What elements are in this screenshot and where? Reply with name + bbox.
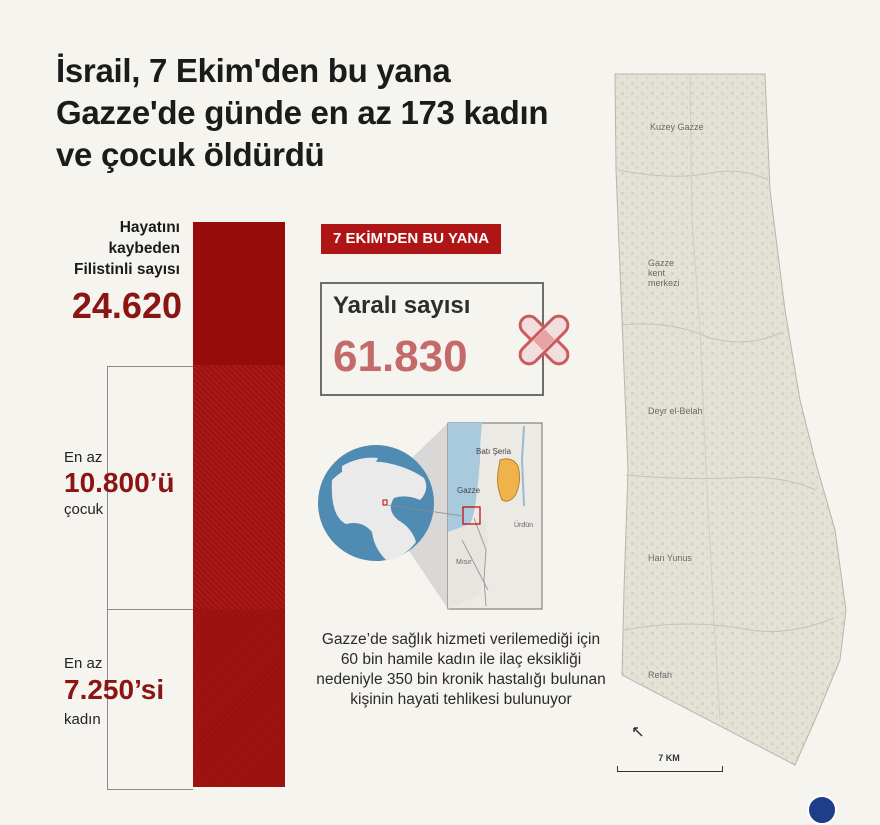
total-label-line-2: kaybeden: [108, 240, 180, 257]
inset-label-jordan: Ürdün: [514, 521, 533, 529]
region-label-rafah: Refah: [648, 670, 673, 680]
region-label-north-gaza: Kuzey Gazze: [650, 122, 704, 132]
children-bracket-top: [107, 366, 193, 367]
bar-segment-women: [193, 609, 285, 787]
bracket-line: [107, 366, 108, 790]
locator-map: Batı Şeria Gazze Ürdün Mısır: [312, 420, 552, 610]
inset-label-west-bank: Batı Şeria: [476, 447, 512, 456]
women-value: 7.250’si: [64, 674, 165, 705]
title-line-3: ve çocuk öldürdü: [56, 136, 325, 173]
region-label-deir-al-balah: Deyr el-Belah: [648, 406, 703, 416]
title-line-1: İsrail, 7 Ekim'den bu yana: [56, 52, 451, 89]
globe: [318, 445, 434, 561]
health-note: Gazze’de sağlık hizmeti verilemediği içi…: [316, 631, 606, 708]
region-label-gaza-city: Gazze kent merkezi: [648, 258, 680, 288]
children-suffix: çocuk: [64, 501, 104, 518]
scale-label: 7 KM: [658, 753, 680, 763]
scale-bar: [617, 766, 723, 772]
women-prefix: En az: [64, 655, 103, 672]
total-label-line-3: Filistinli sayısı: [74, 261, 180, 278]
deaths-bar: [193, 222, 285, 787]
children-prefix: En az: [64, 449, 103, 466]
inset-label-gaza: Gazze: [457, 486, 481, 495]
women-bracket-top: [107, 609, 193, 610]
north-arrow-icon: [630, 724, 646, 740]
page-title: İsrail, 7 Ekim'den bu yana Gazze'de günd…: [56, 50, 616, 176]
since-badge: 7 EKİM'DEN BU YANA: [321, 224, 502, 254]
bar-segment-other: [193, 222, 285, 365]
bracket-bottom: [107, 789, 193, 790]
injured-label: Yaralı sayısı: [333, 292, 471, 319]
inset-label-egypt: Mısır: [456, 559, 472, 566]
region-label-khan-yunis: Han Yunus: [648, 553, 692, 563]
inset-map: [386, 422, 543, 610]
total-label-line-1: Hayatını: [119, 219, 180, 236]
women-suffix: kadın: [64, 711, 101, 728]
total-deaths-label: Hayatını kaybeden Filistinli sayısı: [40, 217, 180, 280]
agency-logo: [807, 795, 837, 825]
total-deaths-value: 24.620: [71, 285, 182, 326]
bandage-icon: [514, 312, 574, 368]
gaza-map: [610, 70, 880, 790]
children-value: 10.800’ü: [64, 467, 175, 498]
title-line-2: Gazze'de günde en az 173 kadın: [56, 94, 549, 131]
bar-segment-children: [193, 365, 285, 609]
injured-value: 61.830: [333, 332, 468, 381]
